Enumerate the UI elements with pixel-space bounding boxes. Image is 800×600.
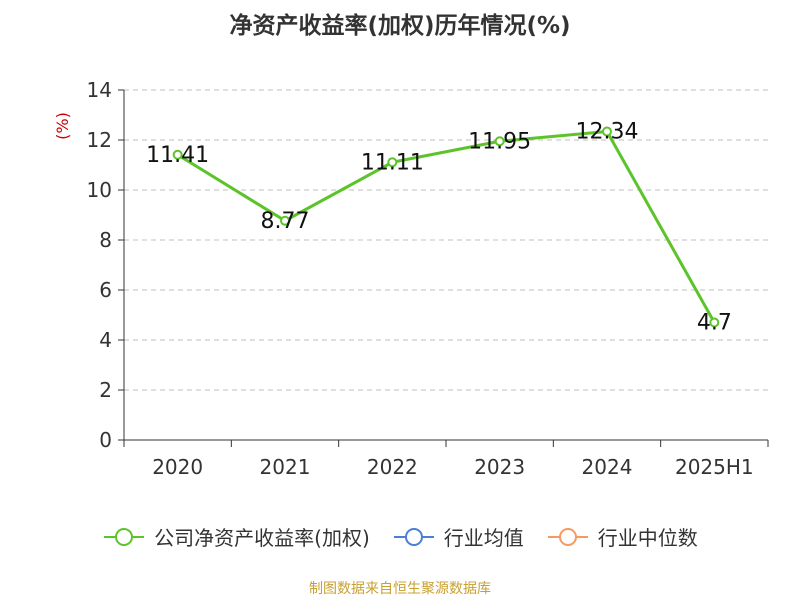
y-tick-label: 4 [99,328,112,352]
y-tick-label: 10 [87,178,112,202]
data-labels: 11.41 8.77 11.11 11.95 12.34 4.7 [146,120,732,336]
data-label: 11.11 [361,150,424,175]
data-point [602,126,612,137]
y-tick-label: 14 [87,78,112,102]
x-tick-label: 2025H1 [675,455,754,479]
series-line-path [176,130,716,324]
data-label: 4.7 [697,311,732,336]
y-tick-label: 8 [99,228,112,252]
grid-lines [124,89,768,391]
data-label: 11.95 [468,129,531,154]
legend-line-circle-icon [393,527,434,546]
x-tick-label: 2024 [582,455,633,479]
y-tick-label: 6 [99,278,112,302]
data-point [172,149,183,160]
legend: 公司净资产收益率(加权) 行业均值 行业中位数 [0,522,800,551]
data-point [280,215,290,226]
legend-item-company[interactable]: 公司净资产收益率(加权) [102,522,370,551]
y-tick-label: 2 [99,378,112,402]
x-tick-label: 2021 [260,455,311,479]
legend-item-industry-average[interactable]: 行业均值 [392,522,524,551]
axes: 0 2 4 6 8 10 12 14 2020 2021 2022 2023 2024 2025H1 [87,78,769,479]
y-axis-label: (%) [53,112,72,140]
legend-label-industry-median: 行业中位数 [597,526,698,550]
data-label: 8.77 [261,209,310,234]
data-point [709,317,720,328]
series-line [172,126,720,328]
legend-item-industry-median[interactable]: 行业中位数 [546,522,698,551]
x-tick-label: 2022 [367,455,418,479]
legend-label-industry-average: 行业均值 [443,526,524,550]
legend-label-company: 公司净资产收益率(加权) [154,526,370,550]
data-point [387,157,398,168]
y-tick-label: 12 [87,128,112,152]
data-point [494,136,505,147]
chart-title: 净资产收益率(加权)历年情况(%) [229,13,571,39]
data-label: 11.41 [146,143,209,168]
data-label: 12.34 [576,120,639,145]
x-tick-label: 2020 [152,455,203,479]
legend-line-circle-icon [547,527,588,546]
legend-line-circle-icon [104,527,145,546]
x-tick-label: 2023 [474,455,525,479]
source-note: 制图数据来自恒生聚源数据库 [309,581,491,597]
y-tick-label: 0 [99,428,112,452]
